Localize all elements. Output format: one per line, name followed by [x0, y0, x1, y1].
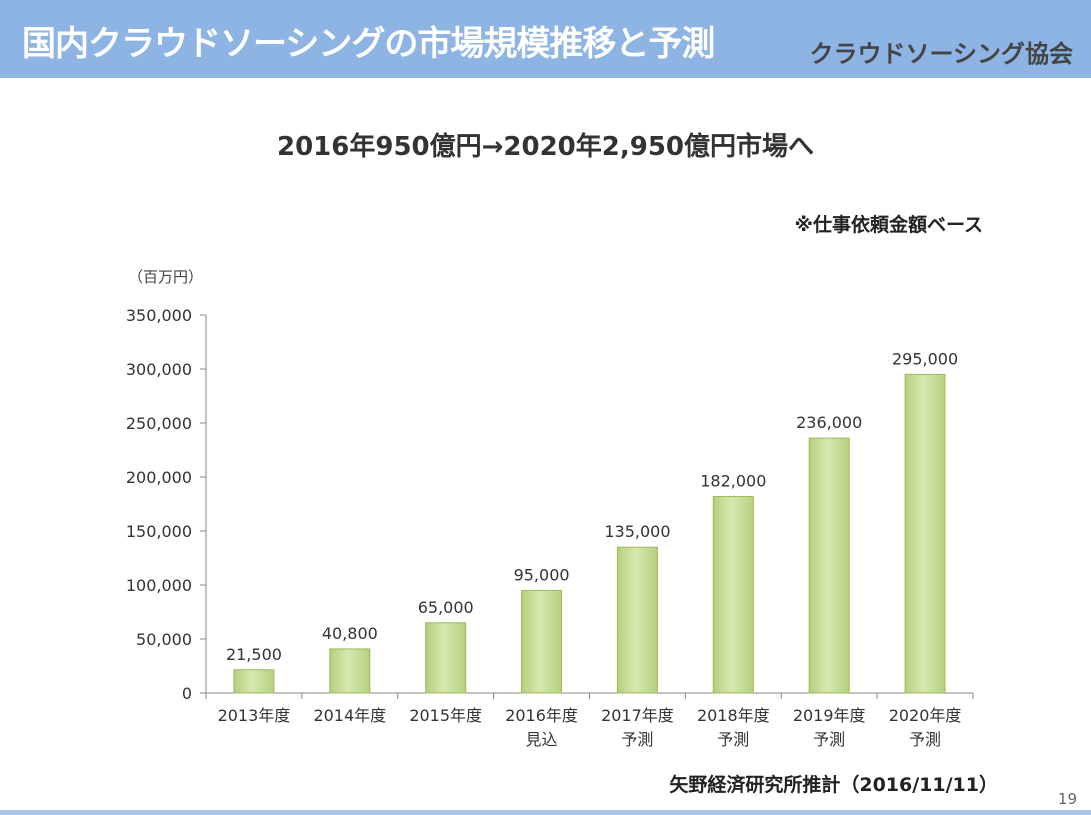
x-tick-label: 2018年度 — [697, 706, 770, 725]
page-number: 19 — [1057, 790, 1077, 808]
data-label: 236,000 — [796, 413, 862, 432]
x-tick-label: 2015年度 — [409, 706, 482, 725]
bar — [233, 669, 275, 694]
data-label: 21,500 — [226, 645, 282, 664]
bar — [329, 648, 371, 694]
x-tick-label: 2013年度 — [218, 706, 291, 725]
y-tick-label: 300,000 — [126, 360, 192, 379]
x-tick-label: 2014年度 — [313, 706, 386, 725]
data-label: 135,000 — [604, 522, 670, 541]
y-tick-label: 100,000 — [126, 576, 192, 595]
x-tick-label: 予測 — [909, 730, 941, 749]
bar — [425, 622, 467, 694]
x-tick-label: 2019年度 — [793, 706, 866, 725]
basis-note: ※仕事依頼金額ベース — [794, 214, 983, 236]
x-tick-label: 2020年度 — [889, 706, 962, 725]
source-note: 矢野経済研究所推計（2016/11/11） — [669, 774, 998, 796]
x-tick-label: 予測 — [717, 730, 749, 749]
y-tick-label: 250,000 — [126, 414, 192, 433]
data-label: 182,000 — [700, 471, 766, 490]
data-label: 40,800 — [322, 624, 378, 643]
organization-name: クラウドソーシング協会 — [809, 40, 1073, 68]
y-axis-unit-label: （百万円） — [128, 268, 204, 286]
data-label: 95,000 — [514, 565, 570, 584]
data-label: 295,000 — [892, 349, 958, 368]
header-bar: 国内クラウドソーシングの市場規模推移と予測 クラウドソーシング協会 — [0, 0, 1091, 78]
y-tick-label: 150,000 — [126, 522, 192, 541]
y-tick-label: 0 — [182, 684, 192, 703]
bar — [904, 373, 946, 694]
x-tick-label: 予測 — [813, 730, 845, 749]
slide-title: 国内クラウドソーシングの市場規模推移と予測 — [22, 24, 715, 64]
x-tick-label: 予測 — [621, 730, 653, 749]
data-label: 65,000 — [418, 598, 474, 617]
bar — [808, 437, 850, 694]
bar — [616, 546, 658, 694]
x-tick-label: 2017年度 — [601, 706, 674, 725]
y-tick-label: 50,000 — [136, 630, 192, 649]
bar — [712, 495, 754, 694]
x-tick-label: 2016年度 — [505, 706, 578, 725]
x-tick-label: 見込 — [526, 730, 558, 749]
bottom-bar — [0, 810, 1091, 815]
slide-subtitle: 2016年950億円→2020年2,950億円市場へ — [276, 132, 815, 162]
bar — [521, 589, 563, 694]
y-tick-label: 200,000 — [126, 468, 192, 487]
y-tick-label: 350,000 — [126, 306, 192, 325]
